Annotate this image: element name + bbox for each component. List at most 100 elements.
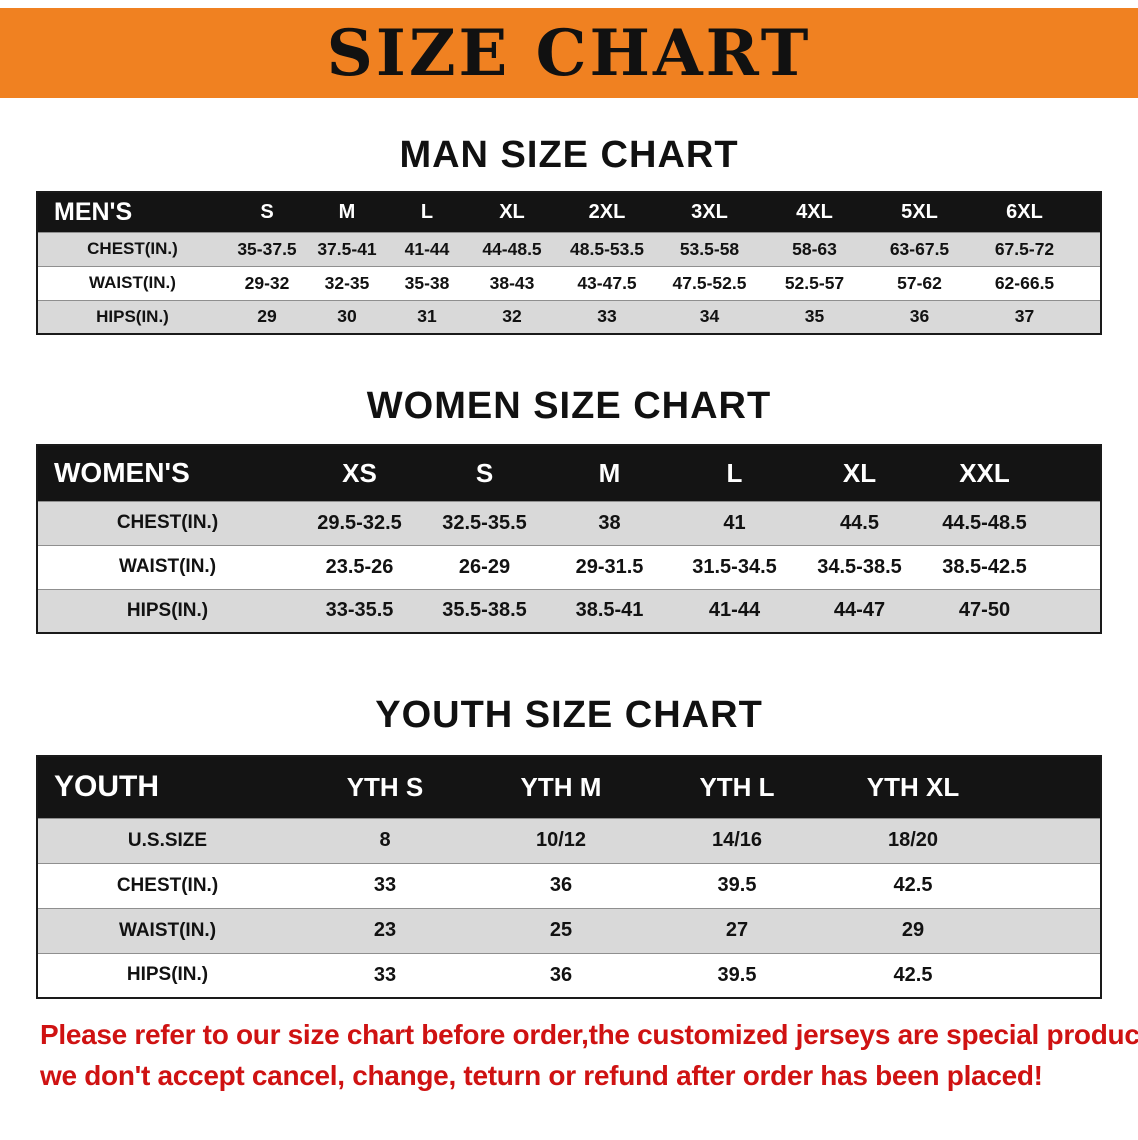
size-value-cell: 35-38 <box>404 272 450 293</box>
size-value-cell: 62-66.5 <box>994 272 1055 293</box>
youth-chest-row: CHEST(IN.) 33 36 39.5 42.5 <box>37 863 1101 908</box>
women-section-title: WOMEN SIZE CHART <box>366 385 772 427</box>
spacer-cell <box>1001 756 1101 818</box>
size-value-cell: 38.5-42.5 <box>942 555 1027 578</box>
size-value-cell: 32-35 <box>324 272 370 293</box>
row-label-cell: CHEST(IN.) <box>87 239 178 258</box>
row-label-cell: WAIST(IN.) <box>118 556 217 577</box>
spacer-cell <box>1001 908 1101 953</box>
size-header-cell: YTH XL <box>866 771 960 802</box>
men-size-table: MEN'S S M L XL 2XL 3XL 4XL 5XL 6XL CHEST… <box>36 191 1102 335</box>
size-value-cell: 35.5-38.5 <box>442 599 527 622</box>
size-value-cell: 63-67.5 <box>889 238 950 259</box>
size-header-cell: L <box>420 200 434 223</box>
size-value-cell: 29 <box>257 306 277 327</box>
men-table-header-row: MEN'S S M L XL 2XL 3XL 4XL 5XL 6XL <box>37 192 1101 232</box>
size-header-cell: XS <box>342 457 377 488</box>
size-value-cell: 35 <box>804 306 825 327</box>
men-hips-row: HIPS(IN.) 29 30 31 32 33 34 35 36 37 <box>37 300 1101 334</box>
size-header-cell: XL <box>842 457 877 488</box>
size-header-cell: YTH S <box>346 771 424 802</box>
size-value-cell: 44.5-48.5 <box>942 511 1027 534</box>
women-table-title-cell: WOMEN'S <box>54 457 190 489</box>
women-size-table: WOMEN'S XS S M L XL XXL CHEST(IN.) 29.5-… <box>36 444 1102 634</box>
youth-table-title-cell: YOUTH <box>54 770 159 804</box>
size-value-cell: 37.5-41 <box>317 238 377 259</box>
size-value-cell: 36 <box>549 874 573 896</box>
women-chest-row: CHEST(IN.) 29.5-32.5 32.5-35.5 38 41 44.… <box>37 501 1101 545</box>
size-value-cell: 33-35.5 <box>325 599 394 622</box>
spacer-cell <box>1047 445 1101 501</box>
size-value-cell: 29 <box>901 919 925 941</box>
size-value-cell: 34.5-38.5 <box>817 555 902 578</box>
spacer-cell <box>1077 192 1101 232</box>
size-header-cell: 2XL <box>588 200 626 223</box>
row-label-cell: U.S.SIZE <box>127 829 208 851</box>
size-value-cell: 30 <box>337 306 357 327</box>
size-header-cell: YTH M <box>520 771 602 802</box>
footer-note: Please refer to our size chart before or… <box>40 1015 1138 1096</box>
row-label-cell: HIPS(IN.) <box>126 599 209 621</box>
youth-section-title: YOUTH SIZE CHART <box>375 694 763 736</box>
size-value-cell: 41-44 <box>708 599 761 622</box>
size-value-cell: 25 <box>549 919 573 941</box>
men-chest-row: CHEST(IN.) 35-37.5 37.5-41 41-44 44-48.5… <box>37 232 1101 266</box>
size-header-cell: L <box>726 457 743 488</box>
size-value-cell: 67.5-72 <box>994 238 1055 259</box>
size-value-cell: 8 <box>379 829 391 851</box>
size-value-cell: 31.5-34.5 <box>692 555 777 578</box>
spacer-cell <box>1001 818 1101 863</box>
size-value-cell: 38 <box>598 511 621 534</box>
youth-table-header-row: YOUTH YTH S YTH M YTH L YTH XL <box>37 756 1101 818</box>
size-value-cell: 36 <box>909 306 930 327</box>
spacer-cell <box>1077 300 1101 334</box>
row-label-cell: WAIST(IN.) <box>118 919 217 941</box>
size-header-cell: 5XL <box>901 200 938 223</box>
size-chart-page: SIZE CHART MAN SIZE CHART MEN'S S M L XL… <box>0 8 1138 1096</box>
spacer-cell <box>1047 501 1101 545</box>
size-value-cell: 38.5-41 <box>575 599 644 622</box>
size-value-cell: 44.5 <box>840 511 879 534</box>
size-chart-banner: SIZE CHART <box>0 8 1138 98</box>
size-header-cell: YTH L <box>699 771 775 802</box>
size-value-cell: 33 <box>597 306 617 327</box>
spacer-cell <box>1001 953 1101 998</box>
size-header-cell: 3XL <box>691 200 728 223</box>
size-value-cell: 29-32 <box>244 272 290 293</box>
size-value-cell: 43-47.5 <box>577 272 637 293</box>
size-value-cell: 48.5-53.5 <box>570 238 644 259</box>
size-value-cell: 10/12 <box>535 829 587 851</box>
size-value-cell: 36 <box>549 963 573 986</box>
size-value-cell: 39.5 <box>717 874 757 896</box>
size-value-cell: 41-44 <box>404 238 450 259</box>
footer-line-1: Please refer to our size chart before or… <box>40 1019 1138 1050</box>
size-value-cell: 53.5-58 <box>679 238 740 259</box>
youth-ussize-row: U.S.SIZE 8 10/12 14/16 18/20 <box>37 818 1101 863</box>
row-label-cell: CHEST(IN.) <box>116 512 219 533</box>
row-label-cell: CHEST(IN.) <box>116 874 219 896</box>
women-waist-row: WAIST(IN.) 23.5-26 26-29 29-31.5 31.5-34… <box>37 545 1101 589</box>
size-value-cell: 44-48.5 <box>482 238 542 259</box>
size-value-cell: 23.5-26 <box>325 555 394 578</box>
size-header-cell: M <box>338 200 356 223</box>
size-value-cell: 14/16 <box>711 829 763 851</box>
size-value-cell: 29.5-32.5 <box>317 511 402 534</box>
size-value-cell: 23 <box>373 919 397 941</box>
spacer-cell <box>1047 545 1101 589</box>
size-header-cell: S <box>260 200 274 223</box>
size-header-cell: XXL <box>959 457 1010 488</box>
women-hips-row: HIPS(IN.) 33-35.5 35.5-38.5 38.5-41 41-4… <box>37 589 1101 633</box>
men-waist-row: WAIST(IN.) 29-32 32-35 35-38 38-43 43-47… <box>37 266 1101 300</box>
footer-line-2: we don't accept cancel, change, teturn o… <box>40 1059 1043 1091</box>
size-value-cell: 58-63 <box>792 238 837 259</box>
size-value-cell: 26-29 <box>458 555 511 578</box>
size-value-cell: 52.5-57 <box>784 272 845 293</box>
size-value-cell: 34 <box>699 306 720 327</box>
spacer-cell <box>1077 232 1101 266</box>
women-table-header-row: WOMEN'S XS S M L XL XXL <box>37 445 1101 501</box>
size-value-cell: 32.5-35.5 <box>442 511 527 534</box>
size-value-cell: 33 <box>373 874 397 896</box>
youth-hips-row: HIPS(IN.) 33 36 39.5 42.5 <box>37 953 1101 998</box>
size-value-cell: 47-50 <box>958 599 1011 622</box>
spacer-cell <box>1047 589 1101 633</box>
